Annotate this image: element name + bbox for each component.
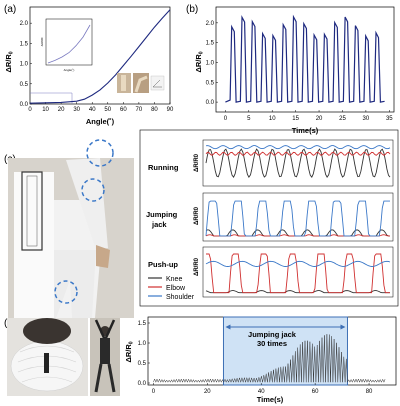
chart-b-xtick-label: 15: [292, 116, 299, 122]
chart-b-xtick-label: 35: [386, 116, 393, 122]
chart-b-xtick-label: 25: [339, 116, 346, 122]
chart-b-ytick-label: 0.0: [206, 100, 215, 106]
chart-d-xtick-label: 0: [152, 389, 156, 395]
chart-a-curve: [29, 9, 171, 104]
chart-b-ylabel: ΔR/R0: [194, 51, 205, 72]
chart-c-ylabel-1: ΔR/R0: [194, 153, 200, 172]
panel-label-b: (b): [186, 4, 198, 15]
running-elbow-line: [205, 151, 391, 156]
chart-b-xtick-label: 10: [269, 116, 276, 122]
chart-a-ytick-label: 1.0: [20, 62, 29, 68]
chart-d-xtick-label: 40: [258, 389, 265, 395]
chart-a-ylabel: ΔR/R0: [4, 51, 15, 72]
legend-shoulder-label: Shoulder: [166, 294, 195, 301]
chart-b-ytick-label: 2.0: [206, 21, 215, 27]
chart-d-ytick-label: 1.0: [138, 341, 147, 347]
chart-a-xtick-label: 50: [104, 107, 111, 113]
chart-a-xtick-label: 70: [136, 107, 143, 113]
chart-b-signal: [225, 14, 385, 103]
elbow-sensor-marker: [81, 178, 105, 202]
chart-a-inset-ylabel: ΔR/R0: [40, 37, 44, 46]
annotation-text-line2: 30 times: [257, 339, 287, 348]
chart-d-xtick-label: 20: [204, 389, 211, 395]
chart-d-xlabel: Time(s): [257, 395, 284, 404]
wearable-suit-photo: [8, 139, 134, 318]
chart-b-xlabel: Time(s): [292, 126, 319, 135]
jumping-jack-annotation: Jumping jack 30 times: [225, 324, 346, 348]
panel-label-a: (a): [4, 4, 16, 15]
chart-a-xtick-label: 40: [89, 107, 96, 113]
finger-bending-photos: [117, 73, 165, 93]
chart-a-xtick-label: 10: [42, 107, 49, 113]
chart-a-inset-xlabel: Angle(˚): [64, 67, 75, 72]
chart-a-xtick-label: 80: [151, 107, 158, 113]
pushup-elbow-line: [206, 253, 390, 294]
chart-b: 0 5 10 15 20 25 30 35 0.0 0.5 1.0 1.5 2.0 ΔR/R0 Time…: [194, 6, 395, 135]
chart-a-ytick-label: 0.0: [20, 102, 29, 108]
motion-label-running: Running: [148, 163, 179, 172]
chart-b-xtick-label: 20: [316, 116, 323, 122]
running-shoulder-line: [205, 145, 391, 150]
neck-motion-photos: [7, 318, 120, 396]
legend-elbow-label: Elbow: [166, 285, 186, 292]
chart-d-ytick-label: 1.5: [138, 321, 147, 327]
chart-a-xtick-label: 20: [58, 107, 65, 113]
running-knee-line: [205, 148, 391, 178]
chart-b-xtick-label: 30: [363, 116, 370, 122]
chart-d-ytick-label: 0.0: [138, 381, 147, 387]
chart-a-xlabel: Angle(˚): [86, 117, 115, 126]
chart-c-ylabel-2: ΔR/R0: [194, 206, 200, 225]
subplot-running-frame: [202, 139, 394, 187]
chart-a-xtick-label: 30: [73, 107, 80, 113]
motion-label-jumping-jack-2: jack: [151, 220, 167, 229]
chart-c-frame: [139, 129, 399, 307]
chart-d-signal: [153, 334, 386, 384]
chart-a-inset-curve: [47, 24, 91, 64]
chart-b-frame: [215, 6, 395, 113]
subplot-pushup-frame: [202, 246, 394, 298]
jumping-jack-highlight: [222, 316, 348, 386]
chart-b-ytick-label: 1.5: [206, 41, 215, 47]
chart-d: 0 20 40 60 80 0.0 0.5 1.0 1.5 ΔR/R0 Time(s) Jump…: [124, 316, 397, 404]
chart-d-xtick-label: 60: [312, 389, 319, 395]
annotation-arrow-right: [340, 324, 346, 330]
chart-a-xtick-label: 60: [120, 107, 127, 113]
knee-sensor-marker: [54, 280, 78, 304]
chart-a-xtick-label: 0: [28, 107, 32, 113]
annotation-arrow-left: [225, 324, 231, 330]
chart-a-xtick-label: 90: [167, 107, 174, 113]
chart-b-xtick-label: 5: [247, 116, 251, 122]
chart-b-xtick-label: 0: [224, 116, 228, 122]
jumping-shoulder-line: [205, 200, 390, 237]
legend-knee-label: Knee: [166, 276, 182, 283]
chart-c: Running Jumping jack Push-up ΔR/R0 ΔR/R0…: [139, 129, 399, 307]
chart-d-ytick-label: 0.5: [138, 361, 147, 367]
chart-c-legend: Knee Elbow Shoulder: [148, 276, 195, 301]
pushup-shoulder-line: [205, 260, 391, 267]
annotation-text-line1: Jumping jack: [248, 330, 297, 339]
subplot-jumping-frame: [202, 192, 394, 242]
chart-a-inset-frame: [45, 18, 93, 66]
shoulder-sensor-marker: [86, 139, 114, 167]
motion-label-jumping-jack: Jumping: [146, 210, 178, 219]
chart-a: 0 10 20 30 40 50 60 70 80 90 0.0 0.5 1.0 1.5 2.0 ΔR/R0…: [4, 6, 174, 126]
chart-b-ytick-label: 1.0: [206, 60, 215, 66]
chart-a-ytick-label: 1.5: [20, 41, 29, 47]
chart-a-ytick-label: 0.5: [20, 82, 29, 88]
chart-a-ytick-label: 2.0: [20, 21, 29, 27]
chart-a-frame: [29, 6, 171, 105]
motion-label-push-up: Push-up: [148, 260, 178, 269]
chart-a-inset: Angle(˚) ΔR/R0: [40, 18, 93, 72]
chart-d-xtick-label: 80: [366, 389, 373, 395]
chart-d-ylabel: ΔR/R0: [124, 341, 135, 362]
chart-c-ylabel-3: ΔR/R0: [194, 257, 200, 276]
chart-b-ytick-label: 0.5: [206, 80, 215, 86]
